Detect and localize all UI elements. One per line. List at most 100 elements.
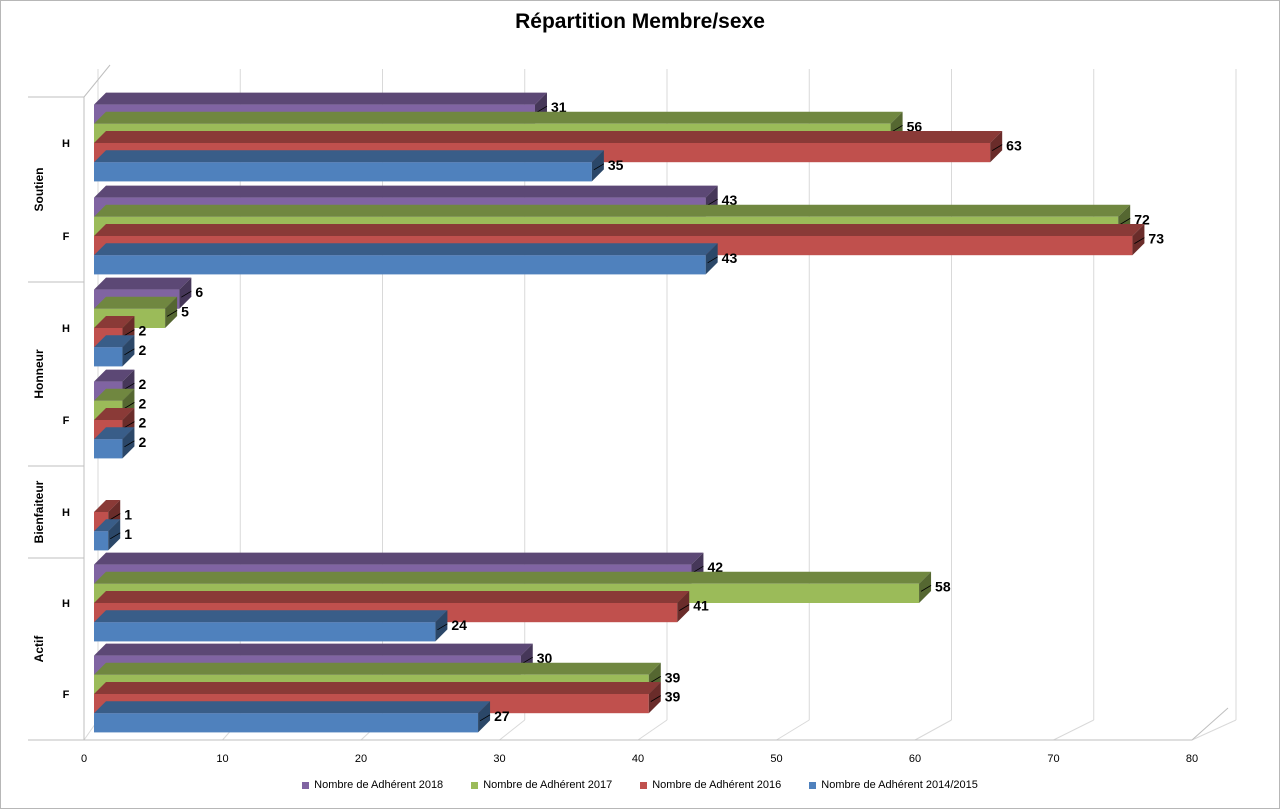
data-label: 73	[1148, 231, 1164, 247]
bar-end	[122, 427, 135, 459]
gridline-floor	[914, 719, 952, 741]
gridline-floor	[1053, 719, 1094, 741]
bar-top	[94, 335, 135, 348]
data-label: 1	[124, 507, 132, 523]
data-label: 5	[181, 303, 189, 319]
bar-top	[94, 369, 135, 382]
data-label: 56	[907, 118, 923, 134]
bar-top	[94, 571, 932, 584]
data-label-leader	[110, 513, 121, 520]
bar-top	[94, 519, 121, 532]
x-tick-label: 30	[493, 753, 505, 765]
bar-top	[94, 427, 135, 440]
data-label-leader	[707, 256, 718, 264]
bar-top	[94, 243, 718, 256]
x-tick-label: 60	[909, 753, 921, 765]
data-label-leader	[991, 144, 1003, 151]
bar-top	[94, 277, 192, 290]
data-label: 35	[608, 157, 624, 173]
data-label: 2	[138, 323, 146, 339]
data-label-leader	[1119, 218, 1131, 225]
data-label: 72	[1134, 211, 1150, 227]
legend-swatch	[809, 781, 817, 789]
bar-end	[919, 571, 932, 603]
bar-top	[94, 185, 718, 198]
data-label: 41	[693, 598, 709, 614]
data-label-leader	[593, 163, 605, 171]
category-label: F	[63, 415, 70, 427]
bar-top	[94, 662, 661, 675]
legend-label: Nombre de Adhérent 2018	[314, 779, 444, 791]
data-label-leader	[110, 532, 121, 540]
data-label: 30	[537, 650, 553, 666]
gridline-floor	[1191, 719, 1237, 741]
bar-top	[94, 150, 604, 163]
data-label-leader	[479, 714, 491, 722]
chart-title: Répartition Membre/sexe	[515, 10, 765, 33]
data-label: 42	[707, 559, 723, 575]
legend-swatch	[471, 781, 479, 789]
bar-top	[94, 610, 448, 623]
x-tick-label: 20	[355, 753, 367, 765]
bar-top	[94, 296, 178, 309]
data-label-leader	[693, 565, 704, 573]
bar-top	[94, 682, 661, 694]
data-label: 43	[722, 250, 738, 266]
x-tick-label: 0	[81, 753, 87, 765]
bar	[94, 162, 592, 182]
bar	[94, 622, 436, 642]
group-label: Actif	[32, 635, 46, 663]
bar-end	[478, 701, 491, 733]
bar	[94, 439, 123, 459]
bar-top	[94, 500, 121, 512]
data-label: 2	[138, 376, 146, 392]
bar-end	[705, 243, 718, 275]
data-label-leader	[536, 105, 548, 113]
data-label-leader	[124, 329, 135, 336]
data-label-leader	[124, 348, 135, 356]
category-label: H	[62, 323, 70, 335]
data-label: 2	[138, 415, 146, 431]
legend-item: Nombre de Adhérent 2018	[302, 779, 443, 791]
bar	[94, 713, 479, 733]
bar-top	[94, 204, 1131, 217]
bar-top	[94, 643, 533, 656]
bar-end	[591, 150, 604, 182]
data-label-leader	[124, 440, 135, 448]
bar-end	[179, 277, 192, 309]
bar-top	[94, 388, 135, 401]
data-label-leader	[522, 656, 533, 664]
bar-end	[648, 682, 661, 714]
data-label-leader	[920, 585, 932, 592]
bar-top	[94, 701, 491, 714]
data-label-leader	[166, 310, 178, 317]
bar-top	[94, 591, 690, 603]
x-tick-label: 10	[216, 753, 228, 765]
category-label: H	[62, 138, 70, 150]
data-label-leader	[124, 402, 135, 409]
x-tick-label: 80	[1186, 753, 1198, 765]
data-label-leader	[181, 290, 192, 298]
bar-top	[94, 92, 547, 105]
data-label-leader	[124, 421, 135, 428]
bar-top	[94, 316, 135, 328]
bar-end	[165, 296, 178, 328]
legend-label: Nombre de Adhérent 2014/2015	[821, 779, 978, 791]
data-label: 43	[722, 192, 738, 208]
bar	[94, 255, 706, 275]
data-label: 39	[665, 669, 681, 685]
category-label: F	[63, 689, 70, 701]
data-label: 31	[551, 99, 567, 115]
data-label: 24	[451, 617, 467, 633]
category-label: F	[63, 231, 70, 243]
bar-top	[94, 111, 903, 124]
bar-top	[94, 408, 135, 420]
data-label-leader	[679, 604, 690, 611]
category-label: H	[62, 507, 70, 519]
data-label-leader	[707, 198, 718, 206]
bar-end	[990, 131, 1003, 163]
bar-end	[1132, 224, 1145, 256]
bar-top	[94, 131, 1003, 143]
chart-legend: Nombre de Adhérent 2018 Nombre de Adhéren…	[0, 779, 1280, 791]
